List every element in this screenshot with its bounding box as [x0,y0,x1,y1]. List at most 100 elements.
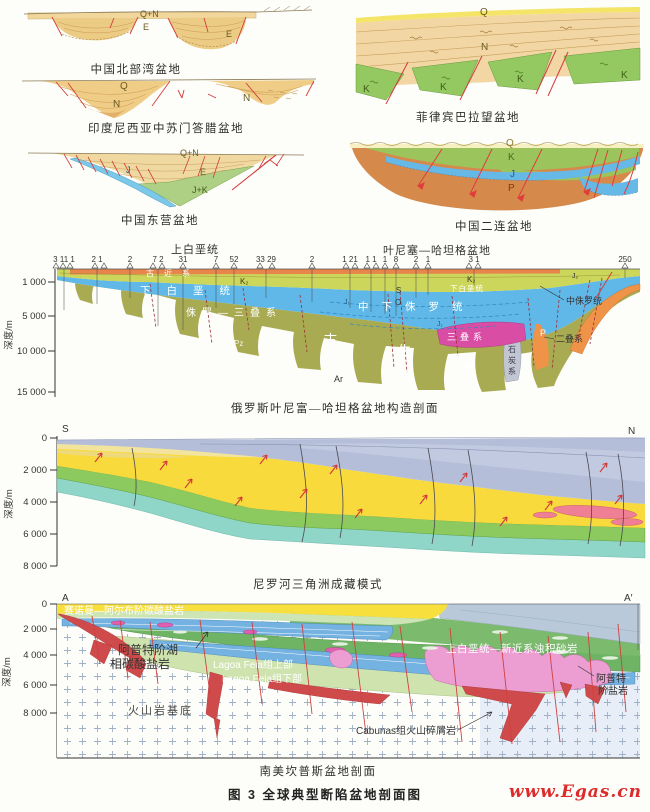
depth-axis: 1 000 5 000 10 000 15 000 深度/m [3,269,56,398]
campos-section: A A′ 0 2 000 4 000 6 000 8 000 深度/m [1,593,641,759]
label-lower-cretaceous: 下白垩统 [140,284,246,297]
green-squiggles [369,62,609,84]
yellow-band [57,604,448,619]
svg-text:系: 系 [508,366,516,376]
gray-light-overlay [300,443,645,482]
label-j: J [510,169,515,180]
tick-10000: 10 000 [17,346,46,357]
marker-a: A [62,593,69,604]
svg-text:52: 52 [230,255,239,264]
svg-text:2 1: 2 1 [91,255,103,264]
svg-text:8: 8 [394,255,399,264]
tick-0: 0 [42,599,47,610]
tick-8000: 8 000 [23,561,47,572]
label-paleozoic-2: 生 [398,343,411,358]
label-mid-lower-jurassic: 中下侏罗统 [358,300,476,313]
light-green-band [57,610,430,625]
fault-lines [385,49,569,105]
fault-lines [417,148,639,202]
erlian-section: Q K J P [349,138,644,211]
svg-text:2: 2 [310,255,315,264]
light-wedge-1 [57,444,270,458]
label-jk: J+K [192,185,208,195]
tick-4000: 4 000 [23,497,47,508]
dongying-caption: 中国东营盆地 [121,215,199,227]
label-e-left: E [143,22,149,32]
yenisei-caption: 俄罗斯叶尼富—哈坦格盆地构造剖面 [231,403,439,415]
fault-lines [149,277,603,373]
label-lagoa-lower: Lagoa Feia组下部 [222,672,302,685]
permian-band [533,324,549,370]
label-volcanic-basement: 火山岩基底 [128,703,193,717]
label-k2-right: K₂ [467,275,475,284]
tick-0: 0 [42,433,47,444]
bedding-lines [57,83,303,109]
bedding-lines [57,20,245,40]
marker-s: S [62,424,69,435]
svg-text:1 21: 1 21 [342,255,358,264]
label-lagoa-upper: Lagoa Feia组上部 [213,658,293,671]
sumatra-section: Q N N [21,78,317,118]
pink-lenses [532,505,644,526]
label-k4: K [621,70,628,81]
beibuwan-caption: 中国北部湾盆地 [90,64,182,76]
label-aptian-carb-2: 相碳酸盐岩 [110,656,170,671]
tick-6000: 6 000 [23,529,47,540]
label-cabunas: Cabunas组火山碎屑岩 [356,724,456,737]
label-qn: Q+N [140,9,159,19]
label-n-right: N [243,93,250,104]
svg-text:2: 2 [414,255,419,264]
label-triassic: 三叠系 [447,332,486,342]
svg-text:31: 31 [179,255,188,264]
jurassic-dashed-lines [319,301,531,330]
carbonate-brick-upper [61,618,393,641]
fault-lines [91,615,627,745]
yellow-body [57,444,645,528]
marker-n: N [628,426,635,437]
label-q: Q [506,138,514,149]
annotation-mid-jurassic: 中侏罗统 [566,295,602,306]
label-paleozoic-1: 古 [324,332,337,347]
tick-2000: 2 000 [23,624,47,635]
svg-text:1 1: 1 1 [365,255,377,264]
erlian-caption: 中国二连盆地 [455,221,533,233]
tick-1000: 1 000 [22,277,46,288]
k-wedges [355,47,641,101]
well-tracks [63,269,626,330]
svg-text:33 29: 33 29 [256,255,277,264]
label-p: P [540,328,546,338]
label-aptian-salt-2: 阶盐岩 [598,684,628,697]
right-orange-ribbon [569,283,641,355]
hatch-marks [263,5,311,12]
label-j1-right: J₁ [437,321,444,328]
label-paleozoic-3: 界 [463,361,476,376]
label-j1-left: J₁ [344,299,351,306]
yenisei-header-left: 上白垩统 [171,242,219,256]
well-symbols [52,262,629,269]
figure-caption: 图 3 全球典型断陷盆地剖面图 [228,788,422,802]
label-turbidite: 上白垩统—新近系浊积砂岩 [446,642,578,655]
carboniferous-band [503,339,522,383]
hatch-marks [267,89,298,100]
label-paleogene: 古近系 [146,268,200,278]
depth-axis-label: 深度/m [1,657,13,687]
label-jurassic-triassic: 侏罗—三叠系 [186,307,282,319]
palawan-caption: 菲律宾巴拉望盆地 [416,112,520,124]
erosional-edges [61,29,239,47]
label-k3: K [517,74,524,85]
label-lower-cretaceous-right: 下白垩统 [450,283,484,293]
label-e: E [200,167,206,177]
cretaceous-body [57,269,640,292]
label-n-left: N [113,99,120,110]
label-aptian-carb-1: 阿普特阶湖 [118,642,178,657]
nile-caption: 尼罗河三角洲成藏模式 [253,579,383,591]
tick-8000: 8 000 [23,708,47,719]
paleozoic-body [57,278,640,392]
label-q: Q [120,81,128,92]
svg-text:1: 1 [383,255,388,264]
label-e-right: E [226,29,232,39]
tick-15000: 15 000 [17,387,46,398]
light-wedge-2 [57,450,190,459]
